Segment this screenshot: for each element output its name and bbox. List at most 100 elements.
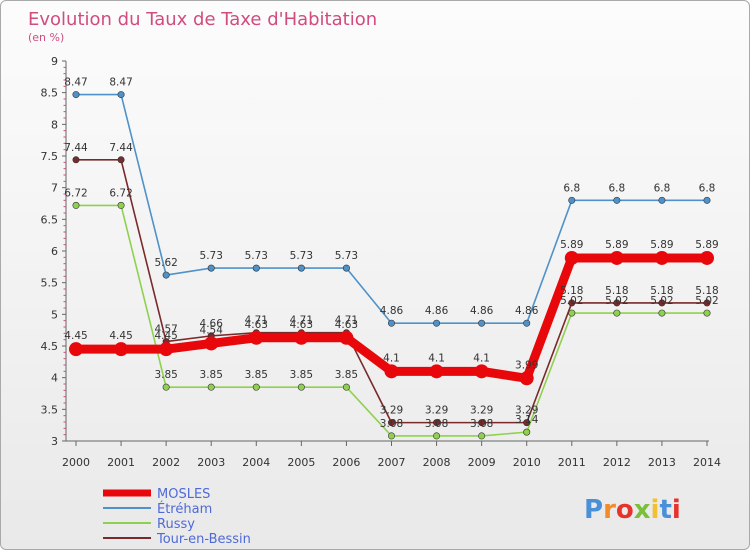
data-label: 3.08 [425, 418, 448, 430]
data-label: 5.18 [560, 285, 583, 297]
data-label: 5.73 [245, 250, 268, 262]
data-point [658, 299, 666, 307]
x-tick-label: 2004 [242, 456, 270, 469]
data-label: 4.54 [200, 324, 224, 336]
y-tick-label: 4 [51, 372, 58, 385]
y-axis-ticks: 3 3.5 4 4.5 5 5.5 6 6.5 7 7.5 8 8.5 9 [41, 55, 66, 448]
data-label: 4.45 [64, 330, 87, 342]
data-label: 5.02 [560, 295, 583, 307]
data-point [159, 342, 174, 357]
data-label: 3.85 [200, 369, 223, 381]
data-label: 6.72 [64, 187, 87, 199]
x-tick-label: 2007 [378, 456, 406, 469]
y-tick-label: 7 [51, 182, 58, 195]
data-point [387, 432, 395, 440]
data-label: 4.57 [154, 324, 177, 336]
legend-item: Tour-en-Bessin [103, 532, 251, 547]
data-point [478, 432, 486, 440]
data-point [433, 432, 441, 440]
data-point [613, 309, 621, 317]
chart-title: Evolution du Taux de Taxe d'Habitation [28, 9, 377, 30]
data-point [204, 336, 219, 351]
data-point [654, 250, 669, 265]
data-point [658, 309, 666, 317]
data-label: 4.63 [245, 319, 268, 331]
data-label: 3.85 [245, 369, 268, 381]
data-label: 4.45 [109, 330, 132, 342]
legend-label: Étréham [157, 501, 212, 517]
data-point [433, 319, 441, 327]
data-point [342, 264, 350, 272]
x-axis-ticks: 2000 2001 2002 2003 2004 2005 2006 2007 2008 2009… [62, 441, 721, 469]
x-tick-label: 2009 [468, 456, 496, 469]
data-point [114, 342, 129, 357]
data-label: 4.86 [380, 305, 404, 317]
x-tick-label: 2013 [648, 456, 676, 469]
data-point [613, 299, 621, 307]
data-point [72, 201, 80, 209]
y-tick-label: 5 [51, 308, 58, 321]
data-point [342, 383, 350, 391]
data-point [249, 330, 264, 345]
x-tick-label: 2014 [693, 456, 721, 469]
data-point [387, 419, 395, 427]
data-label: 5.62 [154, 257, 177, 269]
series-mosles [69, 250, 714, 386]
data-label: 3.08 [380, 418, 403, 430]
data-label: 5.02 [650, 295, 673, 307]
data-point [568, 196, 576, 204]
data-label: 5.89 [650, 239, 673, 251]
x-tick-label: 2002 [152, 456, 180, 469]
data-label: 4.71 [290, 315, 313, 327]
y-tick-label: 8.5 [41, 87, 59, 100]
data-point [162, 383, 170, 391]
data-label: 6.8 [699, 182, 716, 194]
data-point [609, 250, 624, 265]
data-point [207, 383, 215, 391]
data-label: 6.72 [109, 187, 132, 199]
data-point [478, 419, 486, 427]
y-tick-label: 6.5 [41, 213, 59, 226]
data-point [117, 201, 125, 209]
legend-item: Étréham [103, 501, 212, 517]
data-point [207, 264, 215, 272]
x-tick-label: 2003 [197, 456, 225, 469]
data-point [429, 364, 444, 379]
data-point [72, 91, 80, 99]
data-point [117, 91, 125, 99]
data-point [117, 156, 125, 164]
data-point [523, 428, 531, 436]
data-point [162, 271, 170, 279]
data-label: 3.29 [470, 405, 493, 417]
y-tick-label: 5.5 [41, 277, 59, 290]
data-label: 4.45 [154, 330, 177, 342]
data-label: 7.44 [64, 142, 88, 154]
data-point [523, 319, 531, 327]
data-label: 4.86 [515, 305, 539, 317]
data-label: 4.86 [425, 305, 449, 317]
x-tick-label: 2001 [107, 456, 135, 469]
data-point [294, 330, 309, 345]
data-label: 5.02 [605, 295, 628, 307]
logo-text: Proxiti [584, 495, 681, 525]
data-point [568, 299, 576, 307]
series-russy [72, 201, 711, 440]
data-label: 6.8 [563, 182, 580, 194]
data-point [613, 196, 621, 204]
data-point [72, 156, 80, 164]
x-tick-label: 2012 [603, 456, 631, 469]
data-label: 4.63 [335, 319, 358, 331]
proxiti-logo: Proxiti [584, 495, 681, 525]
data-point [703, 309, 711, 317]
y-tick-label: 6 [51, 245, 58, 258]
data-label: 4.71 [335, 315, 358, 327]
x-tick-label: 2010 [513, 456, 541, 469]
data-label: 5.02 [695, 295, 718, 307]
y-tick-label: 3 [51, 435, 58, 448]
y-tick-label: 7.5 [41, 150, 59, 163]
data-point [474, 364, 489, 379]
data-label: 5.73 [290, 250, 313, 262]
